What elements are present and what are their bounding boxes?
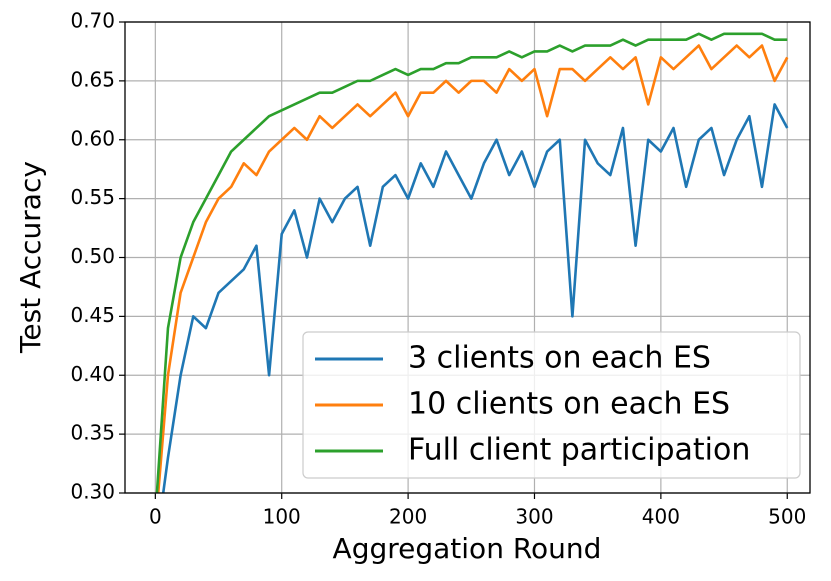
y-tick-label: 0.45 xyxy=(70,303,115,327)
plot-frame xyxy=(124,21,811,494)
legend-box xyxy=(302,331,801,479)
series-line xyxy=(155,32,788,493)
y-tick-label: 0.50 xyxy=(70,244,115,268)
x-tick-label: 200 xyxy=(389,505,427,529)
y-tick-label: 0.70 xyxy=(70,9,115,33)
legend-label: 3 clients on each ES xyxy=(408,341,711,376)
y-tick-label: 0.30 xyxy=(70,480,115,504)
x-tick-label: 0 xyxy=(149,505,162,529)
plot-area xyxy=(155,32,789,493)
series-line xyxy=(156,44,789,493)
x-tick-label: 400 xyxy=(642,505,680,529)
x-tick-label: 300 xyxy=(515,505,553,529)
y-tick-label: 0.55 xyxy=(70,185,115,209)
y-axis-label: Test Accuracy xyxy=(14,161,47,354)
series-line xyxy=(161,103,789,493)
y-tick-label: 0.35 xyxy=(70,421,115,445)
x-axis-label: Aggregation Round xyxy=(333,532,602,565)
x-tick-label: 500 xyxy=(768,505,806,529)
x-tick-label: 100 xyxy=(263,505,301,529)
y-tick-label: 0.40 xyxy=(70,362,115,386)
y-tick-label: 0.60 xyxy=(70,126,115,150)
legend-label: Full client participation xyxy=(408,433,750,468)
legend-label: 10 clients on each ES xyxy=(408,387,730,422)
y-tick-label: 0.65 xyxy=(70,67,115,91)
